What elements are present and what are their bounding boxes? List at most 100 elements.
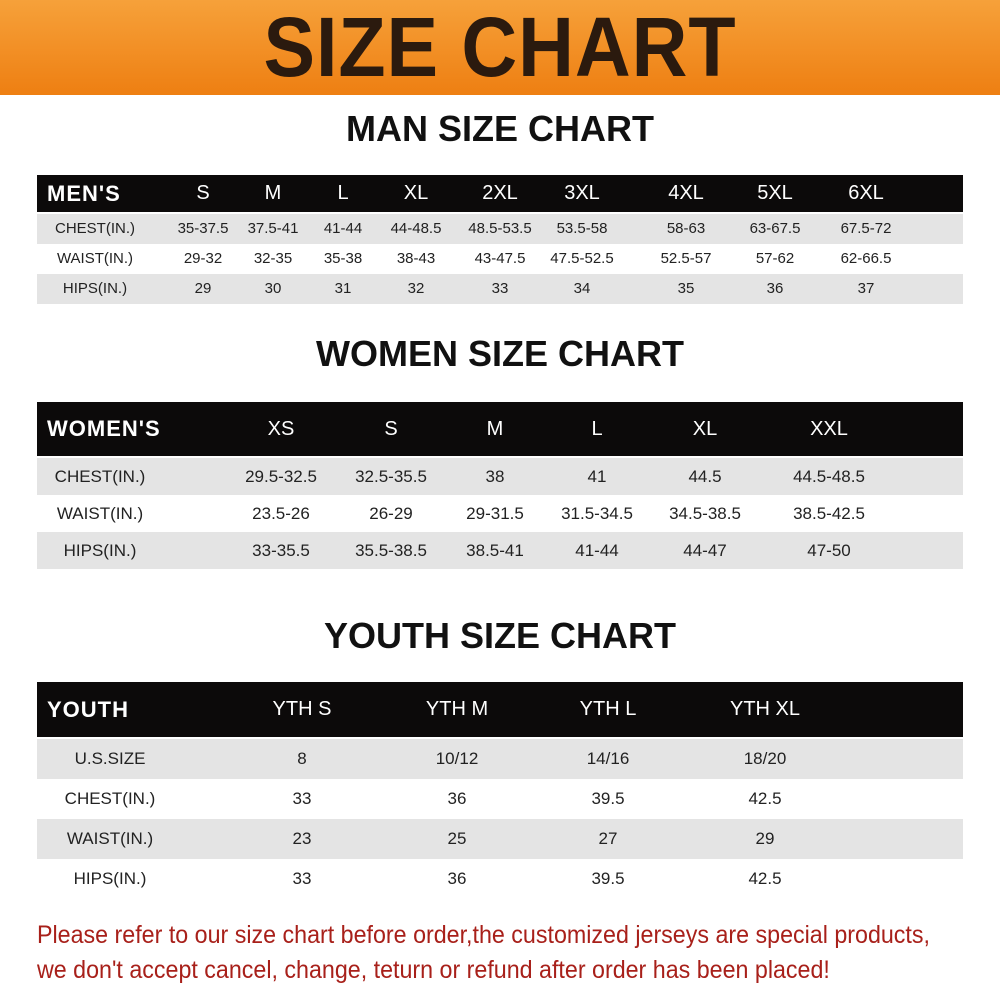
women-heading: WOMEN SIZE CHART: [316, 333, 684, 374]
measurement-value: 48.5-53.5: [468, 220, 532, 237]
measurement-value: 29.5-32.5: [245, 467, 317, 486]
size-header-cell: 4XL: [668, 182, 704, 204]
measurement-value: 36: [447, 789, 467, 808]
table-row: HIPS(IN.) 29 30 31 32 33 34 35 36 37: [37, 274, 963, 304]
table-header-row: WOMEN'S XS S M L XL XXL: [37, 402, 963, 456]
size-header-cell: M: [264, 182, 282, 204]
measurement-value: 35-37.5: [177, 220, 229, 237]
size-header-cell: XL: [692, 418, 718, 440]
measurement-value: 52.5-57: [660, 250, 712, 267]
youth-heading: YOUTH SIZE CHART: [323, 615, 676, 656]
measurement-label: WAIST(IN.): [56, 250, 134, 267]
measurement-value: 44.5-48.5: [793, 467, 865, 486]
measurement-label: WAIST(IN.): [56, 504, 144, 523]
measurement-value: 32.5-35.5: [355, 467, 427, 486]
measurement-value: 26-29: [369, 504, 413, 523]
women-size-table: WOMEN'S XS S M L XL XXL CHEST(IN.) 29.5-32.5 32.5…: [37, 402, 963, 569]
measurement-value: 29: [755, 829, 775, 848]
measurement-value: 37.5-41: [247, 220, 299, 237]
table-row: CHEST(IN.) 33 36 39.5 42.5: [37, 779, 963, 819]
disclaimer-line-1: Please refer to our size chart before or…: [37, 921, 930, 949]
measurement-value: 31: [334, 280, 352, 297]
measurement-value: 36: [447, 869, 467, 888]
size-header-cell: XXL: [810, 418, 848, 440]
measurement-value: 35.5-38.5: [355, 541, 427, 560]
table-row: WAIST(IN.) 29-32 32-35 35-38 38-43 43-47.5 47.…: [37, 244, 963, 274]
measurement-value: 39.5: [591, 869, 625, 888]
measurement-value: 34: [573, 280, 591, 297]
size-header-cell: YTH XL: [729, 698, 801, 720]
measurement-value: 36: [766, 280, 784, 297]
measurement-value: 29: [194, 280, 212, 297]
measurement-label: HIPS(IN.): [63, 541, 137, 560]
measurement-value: 32: [407, 280, 425, 297]
measurement-value: 38.5-41: [466, 541, 524, 560]
measurement-value: 53.5-58: [556, 220, 608, 237]
measurement-value: 58-63: [666, 220, 706, 237]
youth-size-table: YOUTH YTH S YTH M YTH L YTH XL U.S.SIZE 8 10/12…: [37, 682, 963, 899]
measurement-value: 38-43: [396, 250, 436, 267]
measurement-value: 67.5-72: [840, 220, 892, 237]
measurement-value: 33: [491, 280, 509, 297]
table-row: U.S.SIZE 8 10/12 14/16 18/20: [37, 739, 963, 779]
measurement-value: 41-44: [323, 220, 363, 237]
measurement-value: 44.5: [688, 467, 722, 486]
measurement-label: U.S.SIZE: [74, 749, 146, 768]
page-title: SIZE CHART: [263, 0, 737, 94]
measurement-value: 63-67.5: [749, 220, 801, 237]
measurement-value: 14/16: [586, 749, 630, 768]
size-header-cell: 6XL: [848, 182, 884, 204]
table-row: HIPS(IN.) 33-35.5 35.5-38.5 38.5-41 41-44 44-…: [37, 532, 963, 569]
measurement-label: CHEST(IN.): [64, 789, 156, 808]
measurement-value: 38: [485, 467, 505, 486]
table-row: CHEST(IN.) 35-37.5 37.5-41 41-44 44-48.5 48.5…: [37, 214, 963, 244]
measurement-label: WAIST(IN.): [66, 829, 154, 848]
measurement-value: 23: [292, 829, 312, 848]
size-header-cell: L: [337, 182, 349, 204]
table-row: HIPS(IN.) 33 36 39.5 42.5: [37, 859, 963, 899]
measurement-value: 57-62: [755, 250, 795, 267]
size-header-cell: 2XL: [482, 182, 518, 204]
size-header-cell: 3XL: [564, 182, 600, 204]
table-row: WAIST(IN.) 23.5-26 26-29 29-31.5 31.5-34.5 34…: [37, 495, 963, 532]
measurement-value: 62-66.5: [840, 250, 892, 267]
size-header-cell: S: [384, 418, 398, 440]
measurement-label: CHEST(IN.): [55, 220, 135, 237]
size-header-cell: 5XL: [757, 182, 793, 204]
measurement-value: 38.5-42.5: [793, 504, 865, 523]
table-title-cell: MEN'S: [47, 181, 121, 206]
measurement-value: 47.5-52.5: [550, 250, 614, 267]
table-row: CHEST(IN.) 29.5-32.5 32.5-35.5 38 41 44.5 44.5…: [37, 458, 963, 495]
measurement-value: 39.5: [591, 789, 625, 808]
men-size-table: MEN'S S M L XL 2XL 3XL 4XL 5XL 6XL CHEST(IN.) 35-37…: [37, 175, 963, 304]
measurement-value: 42.5: [748, 869, 782, 888]
measurement-value: 41-44: [575, 541, 619, 560]
table-header-row: YOUTH YTH S YTH M YTH L YTH XL: [37, 682, 963, 737]
measurement-value: 37: [857, 280, 875, 297]
measurement-value: 33-35.5: [252, 541, 310, 560]
measurement-value: 23.5-26: [252, 504, 310, 523]
title-banner: SIZE CHART: [0, 0, 1000, 95]
measurement-value: 44-47: [683, 541, 727, 560]
table-title-cell: YOUTH: [47, 697, 129, 722]
measurement-label: HIPS(IN.): [73, 869, 147, 888]
table-header-row: MEN'S S M L XL 2XL 3XL 4XL 5XL 6XL: [37, 175, 963, 212]
measurement-value: 33: [292, 869, 312, 888]
size-header-cell: XL: [403, 182, 429, 204]
measurement-value: 32-35: [253, 250, 293, 267]
size-header-cell: YTH M: [425, 698, 489, 720]
measurement-label: HIPS(IN.): [62, 280, 128, 297]
measurement-value: 29-32: [183, 250, 223, 267]
measurement-value: 30: [264, 280, 282, 297]
size-header-cell: S: [196, 182, 210, 204]
measurement-value: 47-50: [807, 541, 851, 560]
men-heading: MAN SIZE CHART: [346, 108, 654, 149]
measurement-value: 34.5-38.5: [669, 504, 741, 523]
measurement-value: 44-48.5: [390, 220, 442, 237]
measurement-value: 42.5: [748, 789, 782, 808]
disclaimer-line-2: we don't accept cancel, change, teturn o…: [37, 956, 830, 984]
measurement-value: 33: [292, 789, 312, 808]
table-title-cell: WOMEN'S: [47, 416, 161, 441]
size-header-cell: M: [486, 418, 504, 440]
size-header-cell: YTH L: [579, 698, 637, 720]
